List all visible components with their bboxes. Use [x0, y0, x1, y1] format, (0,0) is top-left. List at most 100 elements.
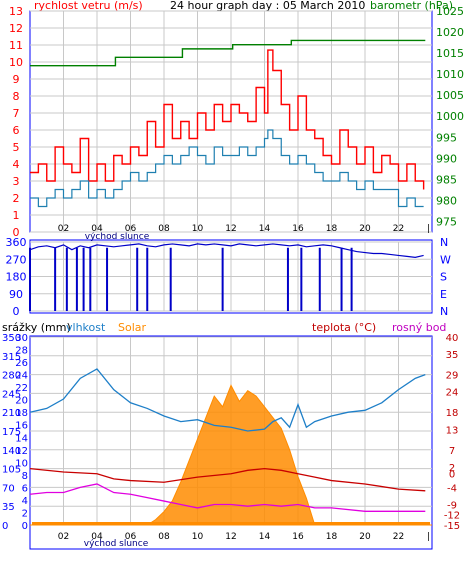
baro-axis-label: barometr (hPa) [370, 0, 453, 12]
compass-tick-label: N [440, 236, 448, 249]
direction-line [29, 243, 424, 258]
rain-tick-label: 2 [22, 508, 28, 519]
wind-axis-label: rychlost vetru (m/s) [34, 0, 143, 12]
solar-tick-label: 210 [2, 408, 21, 419]
solar-tick-label: 175 [2, 427, 21, 438]
rain-tick-label: 14 [15, 433, 28, 444]
temperature-tick-label: 35 [446, 350, 459, 361]
rain-tick-label: 8 [22, 471, 28, 482]
wind-tick-label: 8 [13, 90, 20, 103]
baro-tick-label: 990 [436, 152, 457, 165]
temperature-tick-label: 29 [446, 371, 459, 382]
x-tick-label-top: 20 [359, 224, 371, 234]
x-tick-label-top: 18 [326, 224, 338, 234]
wind-tick-label: 3 [13, 175, 20, 188]
x-tick-label-bottom: 08 [158, 532, 170, 542]
x-tick-label-bottom: 10 [192, 532, 204, 542]
x-tick-label-top: 08 [158, 224, 170, 234]
axes-layer: 0123456789101112139759809859909951000100… [2, 5, 464, 542]
pressure-line [30, 39, 426, 67]
solar-axis-label: Solar [118, 321, 147, 334]
wind-tick-label: 12 [9, 22, 23, 35]
x-tick-label-bottom: 20 [359, 532, 371, 542]
temperature-tick-label: 7 [449, 446, 455, 457]
wind-tick-label: 9 [13, 73, 20, 86]
average-wind-line [30, 129, 424, 208]
solar-tick-label: 350 [2, 333, 21, 344]
humidity-line [29, 368, 426, 432]
x-tick-label-top: 12 [225, 224, 236, 234]
solar-tick-label: 70 [2, 483, 15, 494]
wind-tick-label: 6 [13, 124, 20, 137]
x-tick-label-top: 06 [125, 224, 137, 234]
rain-tick-label: 24 [15, 371, 28, 382]
solar-tick-label: 35 [2, 502, 15, 513]
temperature-axis-label: teplota (°C) [312, 321, 376, 334]
x-tick-label-top: 10 [192, 224, 204, 234]
temperature-tick-label: 0 [449, 470, 455, 481]
baro-tick-label: 1010 [436, 68, 464, 81]
x-tick-label-bottom: 22 [393, 532, 404, 542]
wind-grid [30, 10, 432, 233]
rain-bar [32, 522, 430, 525]
temperature-tick-label: 18 [446, 408, 459, 419]
humidity-axis-label: vlhkost [66, 321, 106, 334]
temperature-panel-frame [29, 335, 433, 550]
rain-tick-label: 22 [15, 383, 28, 394]
baro-tick-label: 1020 [436, 26, 464, 39]
wind-tick-label: 1 [13, 209, 20, 222]
temperature-line [29, 467, 426, 492]
x-tick-label-bottom: 14 [259, 532, 271, 542]
compass-tick-label: E [440, 288, 447, 301]
wind-tick-label: 13 [9, 5, 23, 18]
rain-tick-label: 4 [22, 496, 28, 507]
wind-tick-label: 7 [13, 107, 20, 120]
x-end-mark-bottom: | [427, 532, 430, 542]
rain-tick-label: 28 [15, 346, 28, 357]
temperature-tick-label: 13 [446, 425, 459, 436]
baro-tick-label: 995 [436, 131, 457, 144]
baro-tick-label: 1015 [436, 47, 464, 60]
wind-tick-label: 11 [9, 39, 23, 52]
rain-tick-label: 26 [15, 358, 28, 369]
solar-tick-label: 245 [2, 389, 21, 400]
temperature-tick-label: 40 [446, 333, 459, 344]
rain-axis-label: srážky (mm) [2, 321, 71, 334]
solar-tick-label: 140 [2, 446, 21, 457]
sunrise-label-bottom: východ slunce [84, 539, 149, 549]
x-tick-label-top: 04 [91, 224, 103, 234]
compass-tick-label: S [440, 271, 447, 284]
x-tick-label-top: 02 [58, 224, 69, 234]
baro-tick-label: 1000 [436, 110, 464, 123]
temperature-tick-label: -12 [444, 511, 460, 522]
rain-tick-label: 16 [15, 421, 28, 432]
baro-tick-label: 975 [436, 215, 457, 228]
baro-tick-label: 980 [436, 194, 457, 207]
temperature-tick-label: -4 [447, 483, 457, 494]
x-tick-label-top: 16 [292, 224, 304, 234]
direction-tick-label: 0 [13, 305, 20, 318]
temperature-tick-label: 2 [449, 463, 455, 474]
temperature-tick-label: 24 [446, 388, 459, 399]
rain-tick-label: 0 [22, 521, 28, 532]
x-tick-label-top: 22 [393, 224, 404, 234]
rain-tick-label: 18 [15, 408, 28, 419]
baro-tick-label: 1025 [436, 5, 464, 18]
dewpoint-axis-label: rosný bod [392, 321, 446, 334]
baro-tick-label: 985 [436, 173, 457, 186]
series-layer [29, 39, 432, 526]
x-tick-label-bottom: 16 [292, 532, 304, 542]
rain-tick-label: 12 [15, 446, 28, 457]
solar-tick-label: 280 [2, 371, 21, 382]
rain-tick-label: 6 [22, 483, 28, 494]
x-tick-label-bottom: 02 [58, 532, 69, 542]
direction-grid [30, 241, 432, 312]
solar-tick-label: 315 [2, 352, 21, 363]
wind-tick-label: 10 [9, 56, 23, 69]
graph-title: 24 hour graph day : 05 March 2010 [170, 0, 365, 12]
direction-tick-label: 270 [6, 253, 27, 266]
rain-tick-label: 20 [15, 396, 28, 407]
dewpoint-line [29, 483, 426, 512]
